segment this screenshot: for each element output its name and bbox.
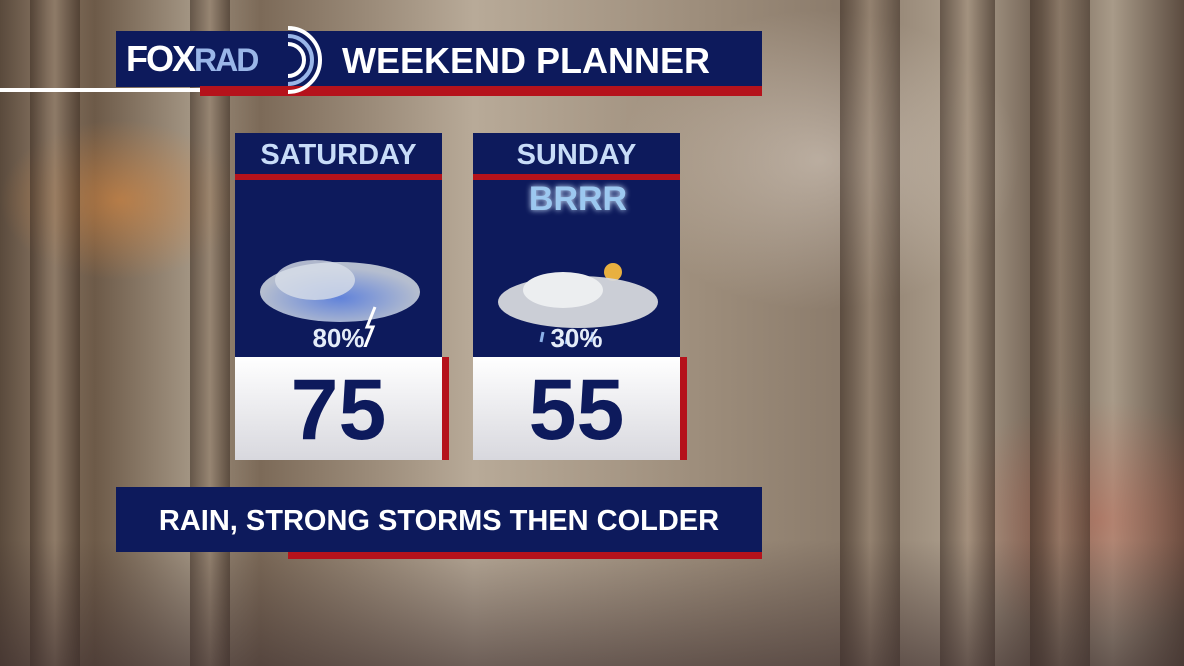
day-label: SUNDAY [473, 133, 680, 175]
cloudy-rain-icon [498, 263, 658, 345]
day-red-stripe [235, 174, 442, 180]
title-accent-line [0, 88, 200, 92]
day-body [473, 180, 680, 357]
temp-box [235, 357, 442, 460]
day-body [235, 180, 442, 357]
page-title: WEEKEND PLANNER [342, 40, 711, 81]
temperature: 55 [528, 362, 625, 458]
title-red-stripe [200, 86, 762, 96]
logo-rad: RAD [194, 42, 259, 78]
thunderstorm-icon [260, 260, 420, 347]
temp-red-edge [442, 357, 449, 460]
day-label: SATURDAY [235, 133, 442, 175]
brrr-badge: BRRR [528, 180, 628, 218]
day-red-stripe [473, 174, 680, 180]
summary-red-stripe [288, 552, 762, 559]
radar-rings-icon [287, 26, 322, 94]
summary-banner: RAIN, STRONG STORMS THEN COLDER [116, 487, 762, 552]
logo-fox: FOX [126, 38, 196, 79]
day-panel-sunday: SUNDAY BRRR 30% 55 [473, 133, 687, 460]
precip-chance: 30% [550, 323, 603, 353]
temp-red-edge [680, 357, 687, 460]
day-panel-saturday: SATURDAY 80% 75 [235, 133, 449, 460]
precip-chance: 80% [312, 323, 365, 353]
foxrad-logo: FOXRAD [126, 38, 259, 80]
temperature: 75 [290, 362, 387, 458]
background-crowd [0, 540, 1184, 666]
temp-box [473, 357, 680, 460]
title-bar [116, 31, 762, 87]
